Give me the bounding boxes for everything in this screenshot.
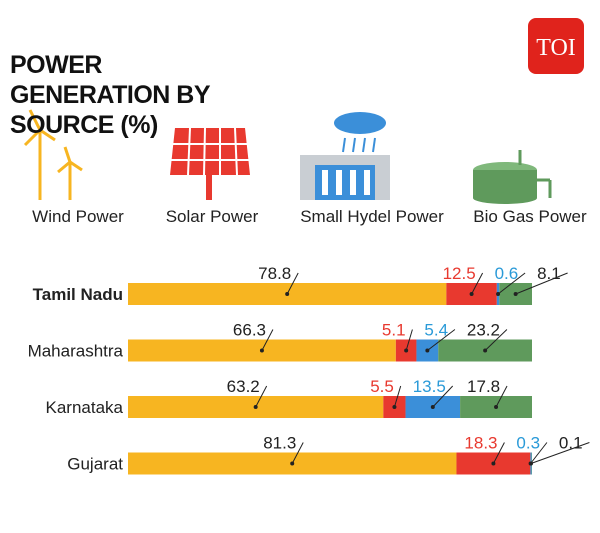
leader-dot bbox=[404, 348, 409, 353]
value-label: 12.5 bbox=[443, 264, 476, 283]
logo-text: TOI bbox=[536, 35, 576, 61]
category-label: Karnataka bbox=[46, 398, 124, 417]
leader-dot bbox=[259, 348, 264, 353]
legend-label: Small Hydel Power bbox=[300, 207, 444, 226]
leader-dot bbox=[483, 348, 488, 353]
category-label: Tamil Nadu bbox=[33, 285, 123, 304]
category-label: Maharashtra bbox=[28, 342, 124, 361]
value-label: 17.8 bbox=[467, 377, 500, 396]
chart-title: POWER GENERATION BY SOURCE (%) bbox=[10, 51, 210, 139]
leader-line bbox=[291, 442, 304, 464]
value-label: 13.5 bbox=[413, 377, 446, 396]
leader-dot bbox=[496, 292, 501, 296]
leader-dot bbox=[290, 461, 295, 466]
leader-line bbox=[393, 385, 402, 408]
leader-line bbox=[286, 272, 299, 295]
value-label: 81.3 bbox=[263, 434, 296, 453]
leader-dot bbox=[392, 405, 397, 409]
leader-dot bbox=[285, 292, 290, 296]
leader-dot bbox=[491, 461, 496, 466]
legend-label: Solar Power bbox=[166, 207, 259, 226]
leader-line bbox=[515, 272, 568, 295]
leader-dot bbox=[253, 405, 258, 409]
leader-line bbox=[492, 442, 505, 464]
leader-line bbox=[484, 329, 508, 351]
leader-line bbox=[471, 272, 484, 295]
leader-dot bbox=[494, 405, 499, 409]
leader-line bbox=[530, 442, 590, 464]
leader-dot bbox=[513, 292, 518, 296]
legend-label: Bio Gas Power bbox=[473, 207, 587, 226]
leader-line bbox=[497, 272, 526, 295]
wind-icon bbox=[23, 109, 83, 200]
biogas-icon bbox=[473, 150, 552, 204]
leader-line bbox=[432, 385, 454, 408]
legend-label: Wind Power bbox=[32, 207, 124, 226]
category-label: Gujarat bbox=[67, 455, 123, 474]
value-label: 0.3 bbox=[516, 434, 540, 453]
value-label: 0.6 bbox=[495, 264, 519, 283]
logo-badge bbox=[528, 18, 584, 74]
value-label: 23.2 bbox=[467, 321, 500, 340]
value-label: 63.2 bbox=[227, 377, 260, 396]
value-label: 78.8 bbox=[258, 264, 291, 283]
leader-line bbox=[427, 329, 456, 351]
leader-dot bbox=[430, 405, 435, 409]
logo: TOI bbox=[528, 18, 584, 74]
solar-icon bbox=[170, 127, 250, 200]
value-label: 66.3 bbox=[233, 321, 266, 340]
value-label: 5.1 bbox=[382, 321, 406, 340]
hydel-icon bbox=[300, 112, 390, 200]
value-label: 5.4 bbox=[424, 321, 448, 340]
leader-line bbox=[405, 329, 413, 351]
leader-line bbox=[495, 385, 508, 408]
leader-line bbox=[530, 442, 548, 464]
leader-dot bbox=[425, 348, 430, 353]
leader-dot bbox=[529, 461, 533, 466]
leader-line bbox=[255, 385, 268, 408]
leader-line bbox=[261, 329, 274, 351]
value-label: 0.1 bbox=[559, 434, 583, 453]
value-label: 5.5 bbox=[370, 377, 394, 396]
leader-dot bbox=[469, 292, 474, 296]
value-label: 18.3 bbox=[464, 434, 497, 453]
